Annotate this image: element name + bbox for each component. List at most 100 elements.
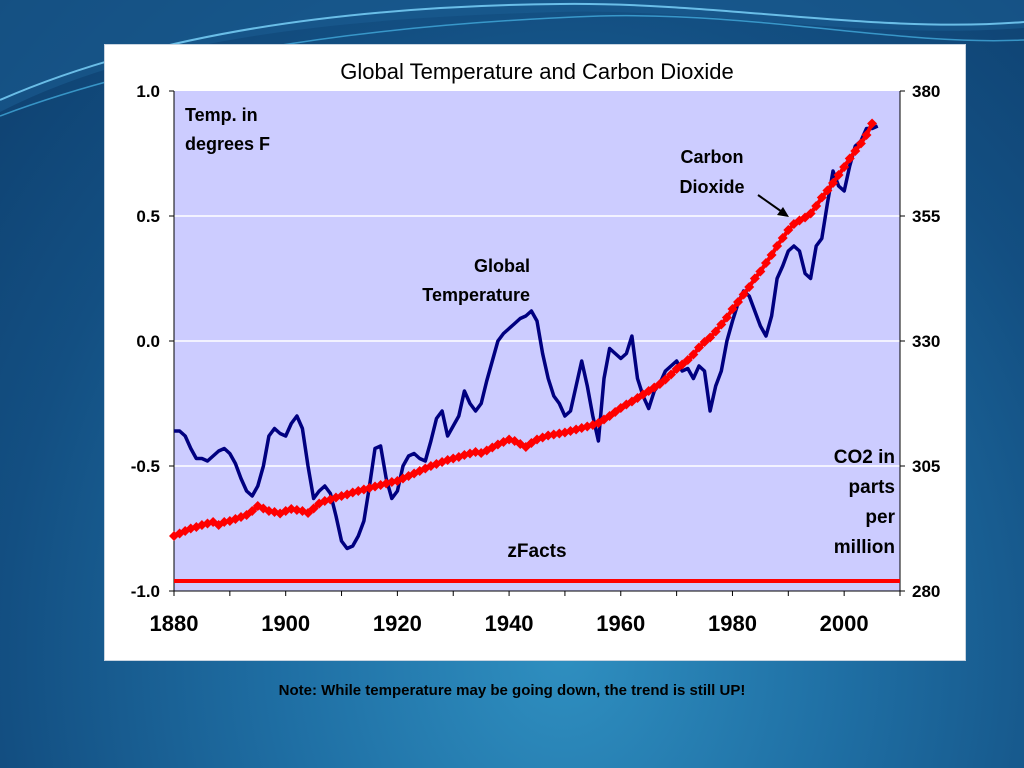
right-axis-label-line-1: CO2 in <box>834 447 895 468</box>
co2-point <box>174 528 185 539</box>
chart-container: Global Temperature and Carbon Dioxide Te… <box>104 44 966 661</box>
bottom-tick-label: 1920 <box>373 611 422 636</box>
right-axis-label-line-3: per <box>865 507 895 528</box>
co2-label-line-1: Carbon <box>681 147 744 167</box>
co2-point <box>816 192 827 203</box>
co2-point <box>693 342 704 353</box>
co2-point <box>716 319 727 330</box>
co2-point <box>755 266 766 277</box>
co2-point <box>191 522 202 532</box>
co2-point <box>705 332 716 343</box>
slide-footnote: Note: While temperature may be going dow… <box>278 682 746 699</box>
co2-point <box>699 337 710 347</box>
co2-point <box>805 208 816 219</box>
co2-point <box>744 282 755 292</box>
co2-point <box>822 185 833 196</box>
bottom-tick-label: 2000 <box>820 611 869 636</box>
co2-point <box>749 273 760 284</box>
right-tick-label: 280 <box>912 582 940 601</box>
co2-point <box>721 312 732 323</box>
co2-point <box>587 420 598 430</box>
co2-point <box>263 506 274 516</box>
left-tick-label: 0.0 <box>136 332 160 351</box>
co2-point <box>280 506 291 516</box>
bottom-tick-label: 1980 <box>708 611 757 636</box>
co2-point <box>738 289 749 300</box>
co2-point <box>682 355 693 365</box>
temperature-line <box>174 124 879 551</box>
co2-series-label: Carbon Dioxide <box>679 147 789 217</box>
bottom-tick-label: 1880 <box>150 611 199 636</box>
co2-point <box>610 407 621 417</box>
co2-point <box>303 508 314 518</box>
co2-point <box>314 498 325 509</box>
right-tick-label: 305 <box>912 457 940 476</box>
co2-point <box>844 153 855 164</box>
chart-svg: Global Temperature and Carbon Dioxide Te… <box>131 59 941 636</box>
co2-point <box>559 427 570 438</box>
chart-title: Global Temperature and Carbon Dioxide <box>340 59 733 84</box>
co2-point <box>526 438 537 448</box>
right-axis-label-line-2: parts <box>849 477 895 498</box>
co2-series <box>169 118 878 541</box>
co2-point <box>827 178 838 188</box>
co2-point <box>247 506 258 516</box>
left-axis-label: Temp. in degrees F <box>185 105 270 154</box>
left-axis-label-line-1: Temp. in <box>185 105 258 125</box>
bottom-tick-label: 1960 <box>596 611 645 636</box>
co2-label-arrowhead <box>777 207 789 217</box>
bottom-axis-ticks: 1880 1900 1920 1940 1960 1980 2000 <box>150 611 869 636</box>
co2-point <box>554 428 565 439</box>
left-tick-label: 1.0 <box>136 82 160 101</box>
co2-point <box>783 225 794 235</box>
temperature-series <box>174 124 879 551</box>
co2-point <box>660 374 671 385</box>
co2-label-line-2: Dioxide <box>679 177 744 197</box>
bottom-tick-label: 1900 <box>261 611 310 636</box>
co2-point <box>772 241 783 251</box>
co2-point <box>867 118 878 129</box>
left-axis-label-line-2: degrees F <box>185 134 270 154</box>
co2-point <box>839 162 850 172</box>
co2-point <box>308 503 319 514</box>
co2-point <box>297 506 308 516</box>
co2-point <box>710 326 721 337</box>
co2-point <box>688 349 699 360</box>
co2-point <box>671 364 682 374</box>
left-tick-label: -0.5 <box>131 457 160 476</box>
left-tick-label: -1.0 <box>131 582 160 601</box>
watermark-zfacts: zFacts <box>507 541 566 562</box>
co2-point <box>833 170 844 180</box>
temp-label-line-1: Global <box>474 256 530 276</box>
co2-point <box>855 138 866 149</box>
co2-point <box>330 492 341 503</box>
right-axis-label-line-4: million <box>834 537 895 558</box>
co2-point <box>520 442 531 452</box>
right-axis-label: CO2 in parts per million <box>834 447 896 558</box>
co2-point <box>654 379 665 389</box>
co2-point <box>850 146 861 156</box>
bottom-tick-label: 1940 <box>485 611 534 636</box>
co2-point <box>811 201 822 211</box>
temp-label-line-2: Temperature <box>422 285 530 305</box>
temperature-series-label: Global Temperature <box>422 256 530 305</box>
co2-point <box>666 369 677 380</box>
co2-point <box>727 304 738 314</box>
right-axis-ticks: 380 355 330 305 280 <box>912 82 940 601</box>
left-axis-ticks: 1.0 0.5 0.0 -0.5 -1.0 <box>131 82 160 601</box>
co2-point <box>677 359 688 370</box>
co2-point <box>208 517 219 527</box>
co2-point <box>766 250 777 260</box>
co2-point <box>777 233 788 243</box>
co2-point <box>347 487 358 498</box>
co2-point <box>760 258 771 268</box>
co2-point <box>593 418 604 428</box>
grid-layer <box>174 215 900 467</box>
co2-point <box>861 130 872 140</box>
left-tick-label: 0.5 <box>136 207 160 226</box>
axes-layer <box>169 90 905 596</box>
right-tick-label: 330 <box>912 332 940 351</box>
co2-point <box>224 516 235 526</box>
right-tick-label: 380 <box>912 82 940 101</box>
co2-point <box>733 297 744 307</box>
